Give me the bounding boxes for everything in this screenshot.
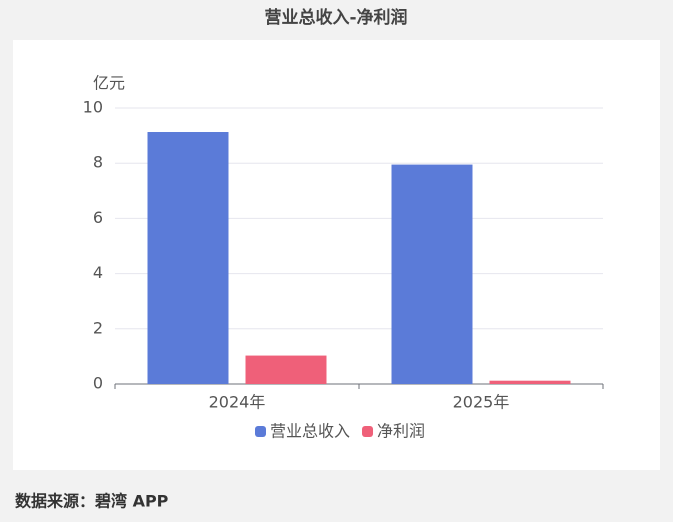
legend-swatch <box>255 426 266 437</box>
bar <box>391 164 473 384</box>
legend-label: 营业总收入 <box>270 422 350 441</box>
chart-panel <box>13 40 660 470</box>
legend-swatch <box>362 426 374 437</box>
y-tick-label: 2 <box>93 318 103 337</box>
x-tick-label: 2024年 <box>209 393 266 412</box>
y-tick-label: 10 <box>83 98 103 117</box>
bar <box>245 355 327 384</box>
chart-title: 营业总收入-净利润 <box>264 7 407 28</box>
y-tick-label: 6 <box>93 208 103 227</box>
y-tick-label: 0 <box>93 374 103 393</box>
bar <box>147 132 229 384</box>
y-tick-label: 4 <box>93 263 103 282</box>
y-tick-label: 8 <box>93 153 103 172</box>
legend-label: 净利润 <box>377 422 425 441</box>
bar <box>489 380 571 384</box>
x-tick-label: 2025年 <box>453 393 510 412</box>
source-note: 数据来源：碧湾 APP <box>15 492 169 511</box>
y-axis-unit: 亿元 <box>93 74 125 93</box>
